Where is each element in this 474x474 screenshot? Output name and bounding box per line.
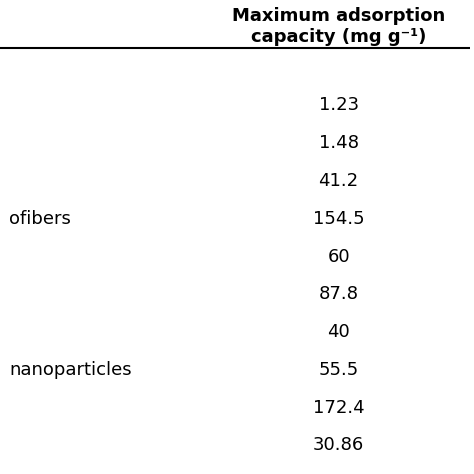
Text: Maximum adsorption
capacity (mg g⁻¹): Maximum adsorption capacity (mg g⁻¹) bbox=[232, 7, 445, 46]
Text: 41.2: 41.2 bbox=[319, 172, 359, 190]
Text: ofibers: ofibers bbox=[9, 210, 71, 228]
Text: 60: 60 bbox=[327, 247, 350, 265]
Text: 1.23: 1.23 bbox=[319, 96, 359, 114]
Text: 172.4: 172.4 bbox=[313, 399, 365, 417]
Text: 1.48: 1.48 bbox=[319, 134, 358, 152]
Text: 154.5: 154.5 bbox=[313, 210, 365, 228]
Text: 40: 40 bbox=[327, 323, 350, 341]
Text: 30.86: 30.86 bbox=[313, 437, 364, 455]
Text: 55.5: 55.5 bbox=[319, 361, 359, 379]
Text: 87.8: 87.8 bbox=[319, 285, 358, 303]
Text: nanoparticles: nanoparticles bbox=[9, 361, 132, 379]
